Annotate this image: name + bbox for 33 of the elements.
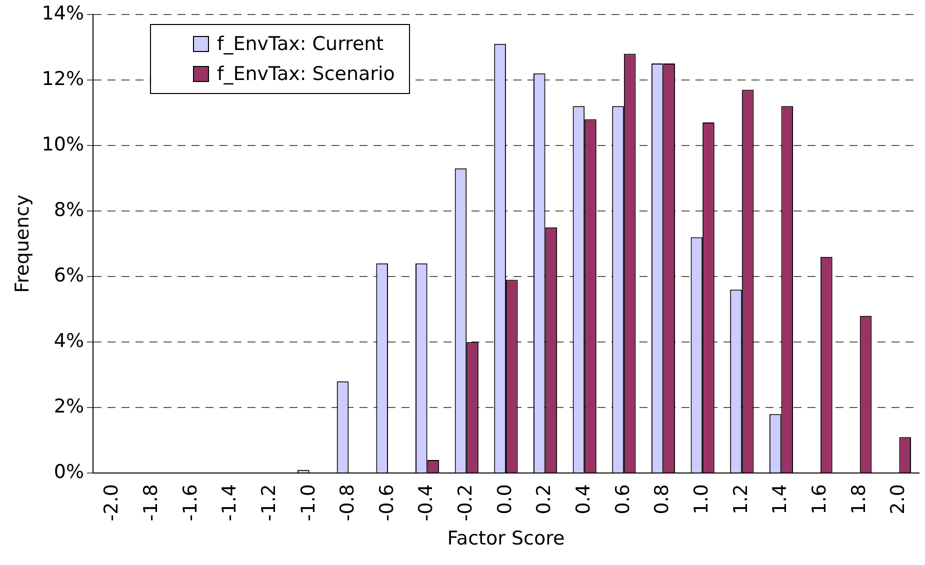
x-tick-label: 2.0 (887, 484, 910, 514)
x-tick-label: -1.6 (179, 484, 202, 522)
x-tick-label: 0.2 (533, 484, 556, 514)
y-tick-label: 10% (42, 133, 84, 156)
x-tick-label: -1.0 (297, 484, 320, 522)
legend-label: f_EnvTax: Scenario (217, 62, 395, 87)
x-tick-label: -1.4 (218, 484, 241, 522)
y-tick-label: 14% (42, 2, 84, 24)
x-tick-label: 1.4 (769, 484, 792, 514)
y-tick-label: 8% (54, 198, 84, 221)
x-tick-label: 1.8 (848, 484, 870, 514)
x-tick-label: 0.8 (651, 484, 674, 514)
y-tick-label: 2% (54, 396, 84, 418)
x-tick-label: 0.4 (572, 484, 595, 514)
x-tick-label: -2.0 (100, 484, 123, 522)
x-tick-label: -0.2 (454, 484, 477, 522)
y-tick-label: 6% (54, 264, 84, 286)
legend-label: f_EnvTax: Current (217, 32, 384, 57)
x-tick-label: -0.6 (376, 484, 398, 522)
y-axis-title: Frequency (11, 194, 34, 293)
x-tick-label: 1.0 (690, 484, 713, 514)
y-tick-label: 12% (42, 68, 84, 90)
x-tick-label: 1.2 (730, 484, 752, 514)
x-tick-label: -1.8 (140, 484, 162, 522)
y-tick-label: 4% (54, 330, 84, 352)
x-axis-title: Factor Score (447, 528, 565, 550)
x-tick-label: -0.8 (336, 484, 359, 522)
x-tick-label: 0.6 (612, 484, 634, 514)
y-tick-label: 0% (54, 461, 84, 484)
x-tick-label: -0.4 (415, 484, 438, 522)
x-tick-label: -1.2 (258, 484, 280, 522)
x-tick-label: 1.6 (808, 484, 830, 514)
x-tick-label: 0.0 (494, 484, 516, 514)
